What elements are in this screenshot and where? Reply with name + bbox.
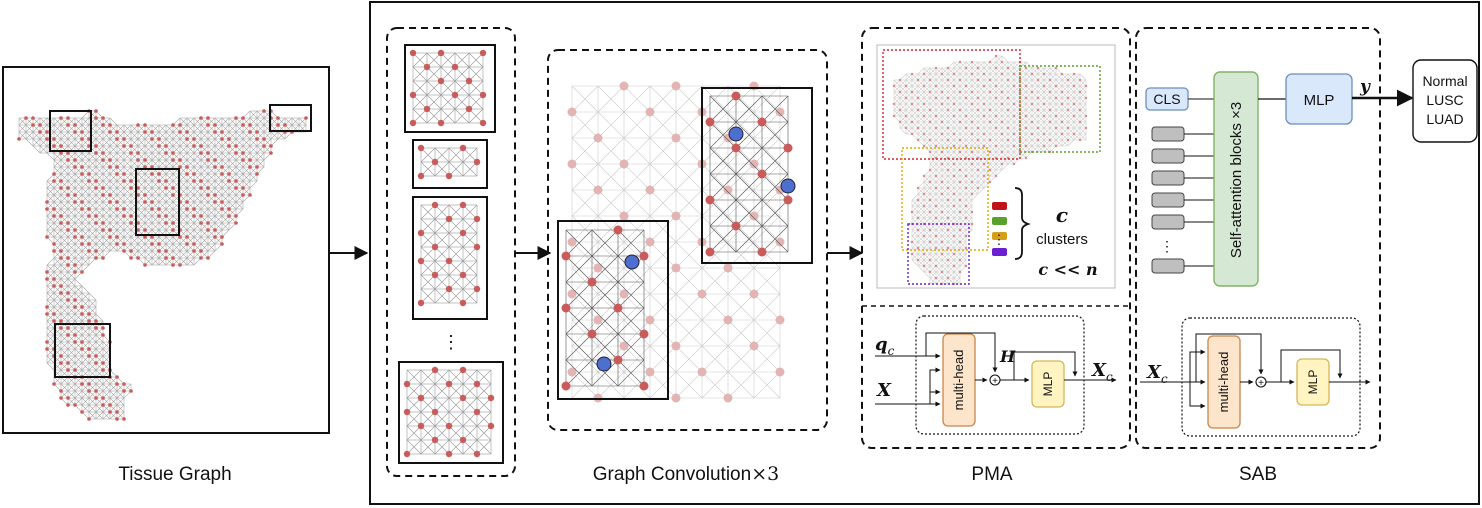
- gcn-crop-right: [701, 87, 813, 264]
- sab-multihead-label: multi-head: [1216, 352, 1231, 413]
- pma-panel: [861, 27, 1131, 449]
- pma-output-symbol: Xc: [1091, 360, 1113, 384]
- sab-residual-plus: +: [1258, 378, 1264, 389]
- pma-mlp-label: MLP: [1041, 372, 1055, 397]
- self-attention-label: Self-attention blocks ×3: [1228, 102, 1245, 258]
- gcn-center-node-4: [596, 356, 612, 372]
- graph-convolution-label: Graph Convolution×3: [593, 463, 779, 485]
- cluster-graph-nodes: [892, 54, 1088, 286]
- c-symbol: c: [1056, 203, 1068, 227]
- cluster-token-1: [1151, 126, 1185, 142]
- sab-panel: [1135, 27, 1381, 449]
- subgraph-3-nodes: [417, 201, 481, 307]
- graph-convolution-illustration: [557, 81, 813, 403]
- cluster-brace: [1014, 187, 1031, 260]
- sab-input-symbol: Xc: [1146, 362, 1168, 386]
- pma-label: PMA: [971, 464, 1013, 485]
- self-attention-blocks: [1213, 71, 1259, 287]
- pma-input-symbol: X: [876, 380, 892, 401]
- classifier-mlp-label: MLP: [1304, 92, 1335, 109]
- gcn-right-edges: [709, 95, 789, 253]
- tissue-crop-box-1: [49, 110, 92, 152]
- pipeline-frame: [369, 1, 1480, 505]
- clusters-label: clusters: [1036, 231, 1088, 248]
- pma-multihead-label: multi-head: [951, 350, 966, 411]
- gcn-right-nodes: [705, 91, 793, 257]
- cluster-legend-swatch-4: [992, 248, 1007, 256]
- cluster-token-4: [1151, 192, 1185, 208]
- cluster-token-2: [1151, 148, 1185, 164]
- gcn-left-nodes: [561, 225, 649, 391]
- cluster-box-yellow: [901, 147, 989, 251]
- pma-residual-plus: +: [992, 376, 998, 387]
- subgraph-2-nodes: [417, 144, 481, 180]
- pma-connections: [875, 332, 1117, 407]
- gcn-crop-left: [557, 220, 669, 400]
- subgraph-1-nodes: [409, 49, 487, 127]
- subgraph-crop-4: [398, 361, 504, 464]
- cluster-legend-swatch-2: [992, 217, 1007, 225]
- graph-convolution-panel: [547, 49, 828, 431]
- tissue-graph-label: Tissue Graph: [118, 464, 231, 485]
- cluster-box-green: [1019, 65, 1101, 153]
- cluster-color-legend: [992, 202, 1007, 256]
- cluster-box-purple: [907, 223, 970, 285]
- clustered-tissue-graph: [892, 54, 1088, 286]
- output-class-luad: LUAD: [1426, 111, 1463, 127]
- output-class-normal: Normal: [1422, 73, 1467, 89]
- tissue-crop-box-2: [269, 104, 312, 132]
- subgraphs-ellipsis: ⋮: [442, 332, 460, 352]
- y-symbol: y: [1359, 77, 1371, 97]
- graph-convolution-repeat: ×3: [751, 463, 779, 485]
- cluster-legend-swatch-3: [992, 232, 1007, 240]
- pma-mlp-box: [1031, 360, 1065, 408]
- cluster-box-red: [882, 49, 1021, 160]
- cluster-token-3: [1151, 170, 1185, 186]
- cluster-token-6: [1151, 258, 1185, 274]
- tissue-nodes: [17, 109, 308, 421]
- cls-label: CLS: [1153, 91, 1180, 107]
- pma-h-symbol: H: [999, 347, 1016, 366]
- gcn-center-node-3: [624, 254, 640, 270]
- c-less-than-n: c << n: [1038, 260, 1097, 279]
- gcn-center-node-2: [780, 178, 796, 194]
- pma-query-symbol: qc: [875, 334, 895, 358]
- gcn-background-nodes: [567, 81, 785, 403]
- pma-block: [915, 315, 1085, 435]
- sab-connections: [1140, 333, 1371, 409]
- tissue-crop-box-3: [135, 168, 180, 236]
- subgraph-crops: [398, 44, 504, 464]
- sab-mlp-label: MLP: [1306, 370, 1320, 395]
- sab-label: SAB: [1239, 464, 1277, 485]
- tissue-graph-mesh: [17, 109, 308, 421]
- subgraph-crop-1: [404, 44, 496, 133]
- token-ellipsis: ⋮: [1160, 238, 1174, 254]
- cluster-token-stack: [1151, 98, 1214, 274]
- gcn-center-node-1: [728, 126, 744, 142]
- subgraph-4-nodes: [403, 366, 495, 458]
- output-class-lusc: LUSC: [1426, 92, 1463, 108]
- gcn-background-edges: [571, 85, 781, 399]
- sab-block: [1181, 317, 1361, 437]
- output-classes-box: [1412, 59, 1478, 143]
- cluster-legend-swatch-1: [992, 202, 1007, 210]
- cluster-legend-dots: ⋮: [993, 232, 1006, 247]
- tissue-crop-box-4: [54, 323, 111, 378]
- cluster-token-5: [1151, 214, 1185, 230]
